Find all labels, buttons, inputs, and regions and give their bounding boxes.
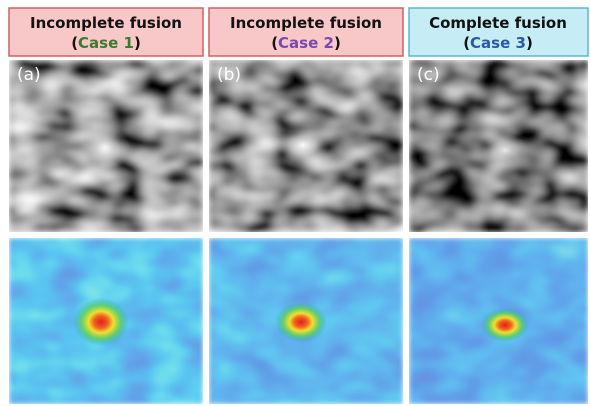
header-title: Complete fusion (429, 14, 567, 32)
panel-label: (a) (17, 65, 41, 85)
header-title: Incomplete fusion (30, 14, 182, 32)
header-title: Incomplete fusion (230, 14, 382, 32)
header-case: (Case 3) (463, 34, 533, 52)
heatmap-image (209, 238, 403, 404)
panel-label: (c) (417, 65, 440, 85)
header-case: (Case 2) (271, 34, 341, 52)
paren: ( (463, 34, 470, 52)
paren: ) (526, 34, 533, 52)
grayscale-image (9, 60, 203, 232)
heatmap-image (9, 238, 203, 404)
case-name: Case 3 (470, 34, 526, 52)
heatmap-image (409, 238, 588, 404)
panel: Complete fusion (Case 3) (c) (409, 8, 588, 404)
paren: ) (134, 34, 141, 52)
case-name: Case 1 (78, 34, 134, 52)
header-case: (Case 1) (71, 34, 141, 52)
paren: ( (71, 34, 78, 52)
panel-label: (b) (217, 65, 241, 85)
paren: ) (334, 34, 341, 52)
panel: Incomplete fusion (Case 1) (a) (9, 8, 203, 404)
grayscale-image (209, 60, 403, 232)
panel: Incomplete fusion (Case 2) (b) (209, 8, 403, 404)
paren: ( (271, 34, 278, 52)
grayscale-image (409, 60, 588, 232)
case-name: Case 2 (278, 34, 334, 52)
figure: Incomplete fusion (Case 1) (a) Incomplet… (0, 0, 590, 406)
